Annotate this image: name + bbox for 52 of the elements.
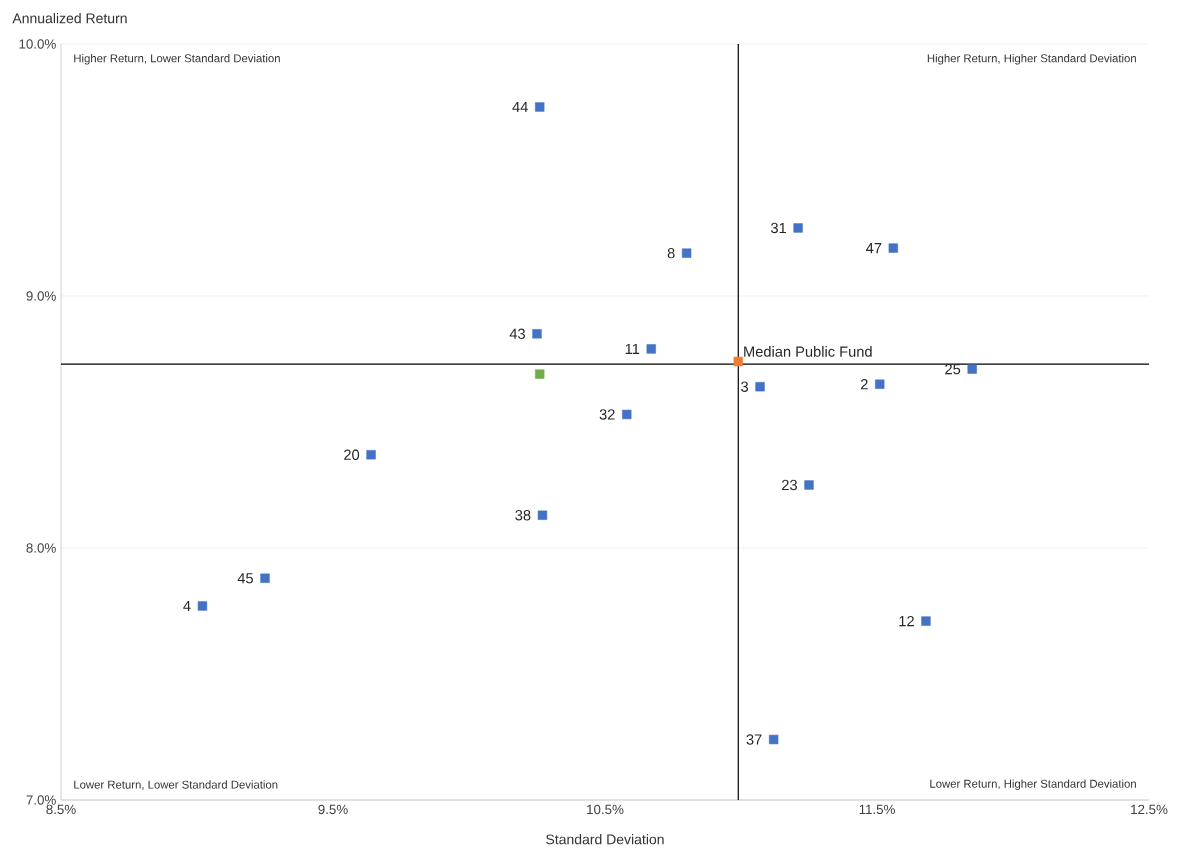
- point: [260, 573, 270, 583]
- annotation: 45: [237, 573, 253, 584]
- point: [755, 382, 765, 392]
- x-axis-title: Standard Deviation: [546, 834, 664, 845]
- annotation: 25: [945, 363, 961, 375]
- x-tick-label: 11.5%: [859, 804, 895, 815]
- x-tick-label: 9.5%: [318, 804, 348, 815]
- annotation: Higher Return, Higher Standard Deviation: [927, 53, 1136, 65]
- point: [197, 601, 208, 611]
- annotation: 2: [860, 379, 868, 390]
- point: [535, 369, 545, 379]
- annotation: 3: [741, 381, 749, 392]
- point: [921, 616, 931, 626]
- point: [622, 409, 632, 420]
- annotation: 12: [899, 615, 914, 627]
- point: [681, 248, 692, 258]
- y-tick-label: 9.0%: [26, 291, 56, 301]
- annotation: 4: [183, 600, 191, 611]
- y-tick-label: 10.0%: [19, 39, 56, 49]
- point: [888, 243, 898, 253]
- annotation: Higher Return, Lower Standard Deviation: [74, 53, 280, 65]
- x-tick-label: 10.5%: [587, 804, 624, 815]
- annotation: 47: [865, 243, 882, 254]
- annotation: 37: [746, 734, 762, 745]
- annotation: Lower Return, Lower Standard Deviation: [74, 780, 278, 790]
- series-label: Median Public Fund: [744, 346, 872, 357]
- point: [532, 329, 542, 339]
- x-tick-label: 8.5%: [46, 804, 76, 815]
- y-axis-title: Annualized Return: [12, 13, 127, 24]
- point: [537, 510, 548, 520]
- annotation: 38: [515, 510, 531, 521]
- point: [366, 450, 376, 460]
- annotation: 32: [599, 409, 615, 420]
- point: [646, 344, 656, 354]
- y-tick-label: 8.0%: [26, 543, 56, 553]
- annotation: 31: [771, 222, 787, 234]
- point: [733, 356, 743, 367]
- annotation: 23: [782, 479, 797, 491]
- point: [967, 364, 977, 374]
- annotation: 20: [344, 449, 360, 460]
- annotation: 43: [509, 328, 525, 339]
- point: [768, 734, 779, 745]
- point: [793, 223, 803, 233]
- point: [875, 379, 885, 389]
- annotation: 11: [625, 343, 640, 354]
- point: [804, 480, 814, 490]
- y-tick-label: 7.0%: [26, 795, 56, 805]
- annotation: 44: [512, 101, 528, 113]
- x-tick-label: 12.5%: [1131, 804, 1168, 815]
- annotation: 8: [667, 247, 675, 259]
- annotation: Lower Return, Higher Standard Deviation: [930, 779, 1136, 790]
- point: [535, 102, 545, 112]
